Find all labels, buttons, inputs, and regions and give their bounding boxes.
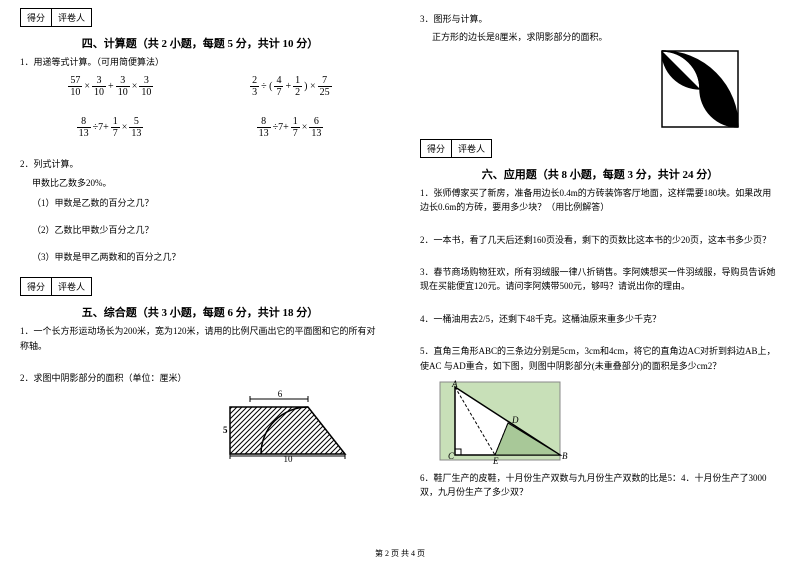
page-footer: 第 2 页 共 4 页 bbox=[0, 548, 800, 559]
q6-6: 6．鞋厂生产的皮鞋，十月份生产双数与九月份生产双数的比是5：4．十月份生产了30… bbox=[420, 471, 780, 500]
shadow-figure: 6 5 10 bbox=[20, 389, 380, 464]
section4-title: 四、计算题（共 2 小题，每题 5 分，共计 10 分） bbox=[20, 35, 380, 51]
expr2: 23 ÷ ( 47 + 12 ) × 725 bbox=[248, 75, 333, 98]
q5-3-text: 正方形的边长是8厘米，求阴影部分的面积。 bbox=[432, 30, 780, 44]
math-row-2: 813 ÷7+ 17 × 513 813 ÷7+ 17 × 613 bbox=[20, 116, 380, 139]
section6-title: 六、应用题（共 8 小题，每题 3 分，共计 24 分） bbox=[420, 166, 780, 182]
q4-1-intro: 1．用递等式计算。（可用简便算法） bbox=[20, 55, 380, 69]
svg-text:6: 6 bbox=[278, 389, 283, 399]
math-row-1: 5710 × 310 + 310 × 310 23 ÷ ( 47 + 12 ) … bbox=[20, 75, 380, 98]
score-box-5: 得分 评卷人 bbox=[20, 277, 92, 296]
svg-text:C: C bbox=[448, 451, 455, 461]
svg-text:E: E bbox=[492, 456, 499, 466]
q4-2-sub: 甲数比乙数多20%。 bbox=[32, 176, 380, 190]
svg-text:D: D bbox=[511, 415, 519, 425]
svg-text:A: A bbox=[451, 379, 458, 389]
svg-text:5: 5 bbox=[223, 425, 228, 435]
score-box: 得分 评卷人 bbox=[20, 8, 92, 27]
score-box-6: 得分 评卷人 bbox=[420, 139, 492, 158]
reviewer-label: 评卷人 bbox=[52, 9, 91, 26]
q6-3: 3．春节商场购物狂欢，所有羽绒服一律八折销售。李阿姨想买一件羽绒服，导购员告诉她… bbox=[420, 265, 780, 294]
section5-title: 五、综合题（共 3 小题，每题 6 分，共计 18 分） bbox=[20, 304, 380, 320]
expr4: 813 ÷7+ 17 × 613 bbox=[255, 116, 326, 139]
q4-2-1: （1）甲数是乙数的百分之几？ bbox=[32, 196, 380, 209]
q5-3-intro: 3．图形与计算。 bbox=[420, 12, 780, 26]
q5-2: 2．求图中阴影部分的面积（单位：厘米） bbox=[20, 371, 380, 385]
q6-1: 1．张师傅家买了新房，准备用边长0.4m的方砖装饰客厅地面，这样需要180块。如… bbox=[420, 186, 780, 215]
q6-5: 5．直角三角形ABC的三条边分别是5cm，3cm和4cm，将它的直角边AC对折到… bbox=[420, 344, 780, 373]
square-arc-figure bbox=[420, 49, 780, 129]
q6-2: 2．一本书，看了几天后还剩160页没看，剩下的页数比这本书的少20页，这本书多少… bbox=[420, 233, 780, 247]
expr3: 813 ÷7+ 17 × 513 bbox=[75, 116, 146, 139]
triangle-figure: A C B D E bbox=[430, 377, 780, 467]
expr1: 5710 × 310 + 310 × 310 bbox=[66, 75, 155, 98]
score-label: 得分 bbox=[21, 9, 52, 26]
q4-2-2: （2）乙数比甲数少百分之几？ bbox=[32, 223, 380, 236]
q4-2-3: （3）甲数是甲乙两数和的百分之几？ bbox=[32, 250, 380, 263]
q6-4: 4．一桶油用去2/5，还剩下48千克。这桶油原来重多少千克？ bbox=[420, 312, 780, 326]
svg-text:B: B bbox=[562, 451, 568, 461]
q4-2-intro: 2．列式计算。 bbox=[20, 157, 380, 171]
q5-1: 1．一个长方形运动场长为200米，宽为120米，请用的比例尺画出它的平面图和它的… bbox=[20, 324, 380, 353]
